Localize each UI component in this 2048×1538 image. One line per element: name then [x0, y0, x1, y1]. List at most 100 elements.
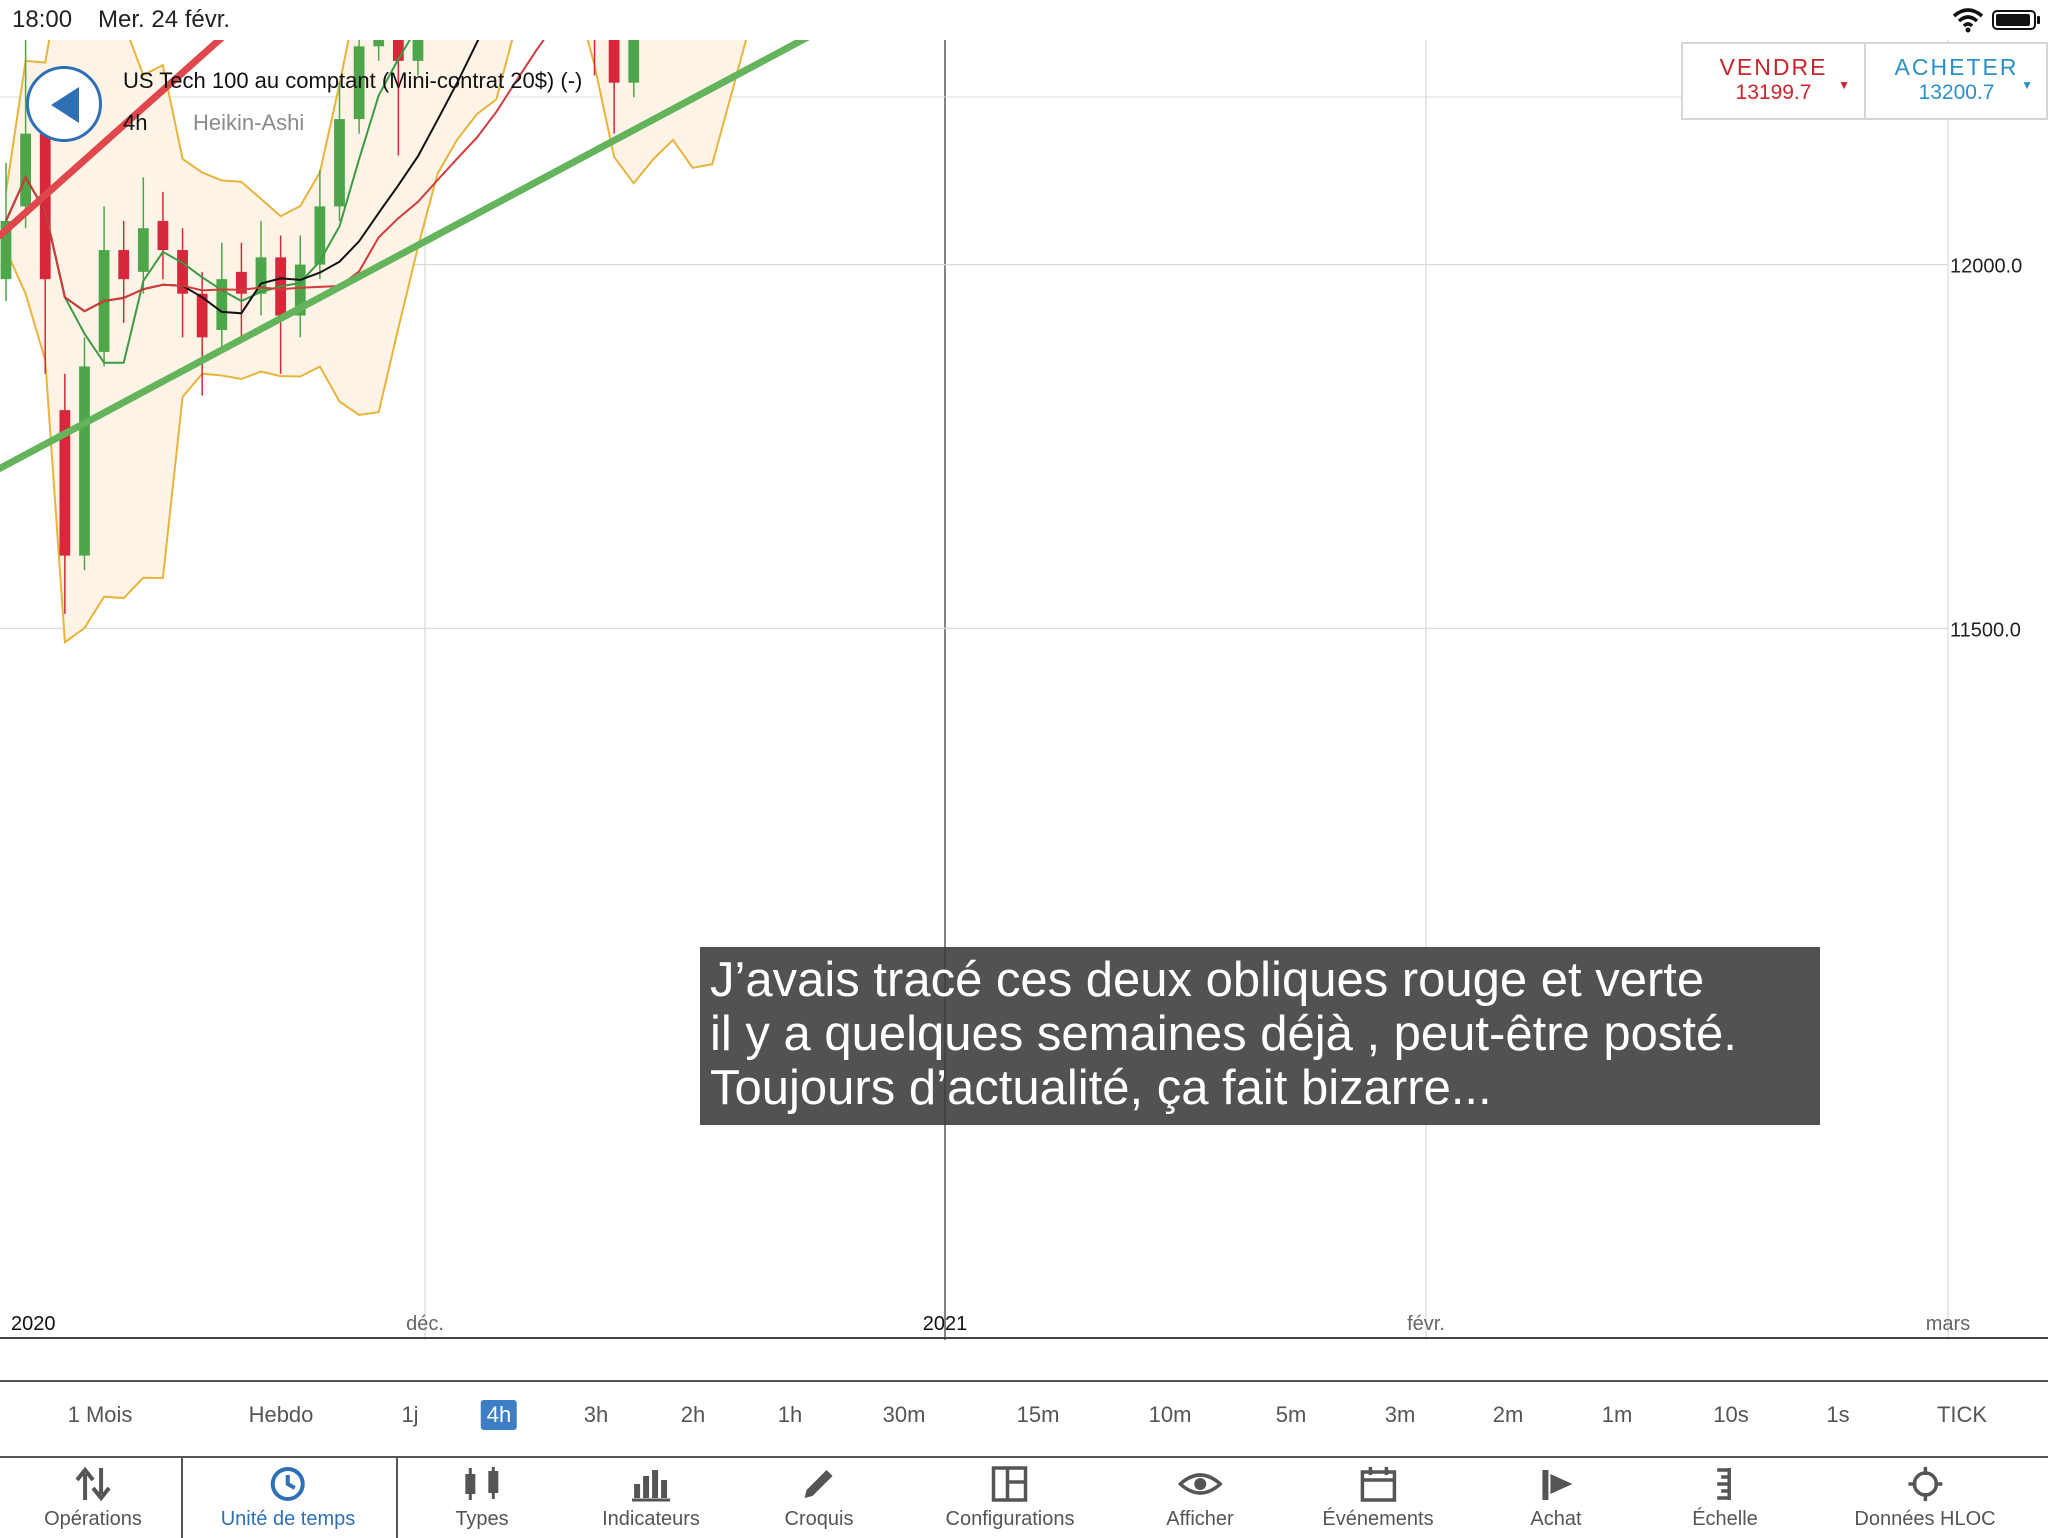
- tf-4h[interactable]: 4h: [480, 1400, 518, 1430]
- candle-body: [216, 279, 228, 331]
- tool-label: Indicateurs: [602, 1508, 700, 1530]
- tool-buy[interactable]: Achat: [1530, 1458, 1582, 1538]
- ruler-icon: [1716, 1468, 1731, 1500]
- tool-timeframe[interactable]: Unité de temps: [220, 1458, 356, 1538]
- candle-body: [353, 46, 365, 120]
- tf-tick[interactable]: TICK: [1936, 1402, 1988, 1427]
- candlestick-icon: [464, 1467, 498, 1500]
- status-time: 18:00: [12, 6, 73, 33]
- tool-label: Achat: [1530, 1508, 1582, 1530]
- tool-sketch[interactable]: Croquis: [784, 1458, 854, 1538]
- sell-price: 13199.7: [1735, 81, 1812, 104]
- y-tick-label: 12000.0: [1950, 256, 2022, 278]
- y-axis: 14000.013500.013000.012500.012000.011500…: [1950, 256, 2022, 642]
- status-bar: 18:00 Mer. 24 févr.: [0, 0, 2048, 40]
- instrument-title: US Tech 100 au comptant (Mini-contrat 20…: [123, 68, 583, 93]
- toolbar-divider: [396, 1458, 398, 1538]
- tool-label: Types: [455, 1508, 509, 1530]
- tf-1j[interactable]: 1j: [401, 1402, 419, 1427]
- tf-2m[interactable]: 2m: [1492, 1402, 1524, 1427]
- buy-label: ACHETER: [1894, 54, 2019, 80]
- candle-body: [314, 206, 326, 265]
- tool-events[interactable]: Événements: [1322, 1458, 1434, 1538]
- tf-1h[interactable]: 1h: [777, 1402, 803, 1427]
- tool-operations[interactable]: Opérations: [44, 1458, 142, 1538]
- tool-display[interactable]: Afficher: [1166, 1458, 1234, 1538]
- battery-icon: [1992, 10, 2040, 30]
- trade-panel: VENDRE 13199.7 ▼ ACHETER 13200.7 ▼: [1681, 42, 2048, 120]
- buy-button[interactable]: ACHETER 13200.7 ▼: [1866, 44, 2047, 118]
- y-tick-label: 11500.0: [1950, 619, 2021, 641]
- buy-flag-icon: [1542, 1470, 1572, 1500]
- candle-body: [255, 257, 267, 294]
- tf-30m[interactable]: 30m: [882, 1402, 926, 1427]
- tf-5m[interactable]: 5m: [1275, 1402, 1307, 1427]
- tf-1-mois[interactable]: 1 Mois: [67, 1402, 133, 1427]
- candle-body: [608, 40, 620, 83]
- ma-medium: [5, 40, 480, 315]
- tf-2h[interactable]: 2h: [680, 1402, 706, 1427]
- tf-3m[interactable]: 3m: [1384, 1402, 1416, 1427]
- candle-body: [334, 119, 345, 207]
- tf-10s[interactable]: 10s: [1713, 1402, 1749, 1427]
- back-arrow-icon: [51, 87, 79, 123]
- tool-types[interactable]: Types: [455, 1458, 509, 1538]
- tool-indicators[interactable]: Indicateurs: [602, 1458, 700, 1538]
- buy-price: 13200.7: [1918, 81, 1995, 104]
- x-tick-label: 2020: [11, 1313, 56, 1335]
- tool-label: Configurations: [945, 1508, 1075, 1530]
- tf-hebdo[interactable]: Hebdo: [248, 1402, 314, 1427]
- candle-body: [137, 228, 149, 272]
- ma-fast: [5, 40, 411, 364]
- up-down-arrows-icon: [75, 1466, 111, 1502]
- comment-line: J’avais tracé ces deux obliques rouge et…: [710, 953, 1705, 1007]
- bollinger-bands: [5, 40, 748, 645]
- trendlines: [0, 40, 810, 472]
- tool-scale[interactable]: Échelle: [1692, 1458, 1758, 1538]
- sell-label: VENDRE: [1719, 54, 1828, 80]
- candle-body: [79, 366, 90, 556]
- x-axis: 2020 déc. 2021 févr. mars: [11, 1313, 1970, 1335]
- tool-label: Croquis: [784, 1508, 854, 1530]
- eye-icon: [1177, 1473, 1222, 1495]
- toolbar-divider: [181, 1458, 183, 1538]
- tool-label: Unité de temps: [220, 1508, 356, 1530]
- sell-button[interactable]: VENDRE 13199.7 ▼: [1683, 44, 1866, 118]
- candle-body: [294, 264, 306, 316]
- tf-10m[interactable]: 10m: [1148, 1402, 1192, 1427]
- candle-body: [20, 133, 32, 207]
- sell-dropdown-icon[interactable]: ▼: [1838, 78, 1850, 92]
- candle-body: [373, 40, 385, 47]
- candle-body: [412, 40, 424, 61]
- tf-1s[interactable]: 1s: [1826, 1402, 1850, 1427]
- candle-body: [628, 40, 640, 83]
- tf-3h[interactable]: 3h: [583, 1402, 609, 1427]
- clock-icon: [270, 1467, 305, 1501]
- tool-configurations[interactable]: Configurations: [945, 1458, 1075, 1538]
- back-button[interactable]: [26, 66, 102, 142]
- tool-hloc[interactable]: Données HLOC: [1854, 1458, 1996, 1538]
- tf-15m[interactable]: 15m: [1016, 1402, 1060, 1427]
- candle-body: [177, 250, 188, 294]
- candle-body: [39, 133, 51, 280]
- bollinger-fill: [6, 40, 747, 643]
- tool-label: Afficher: [1166, 1508, 1234, 1530]
- tf-1m[interactable]: 1m: [1601, 1402, 1633, 1427]
- layout-icon: [992, 1466, 1028, 1502]
- trendline-lower: [0, 40, 810, 472]
- crosshair-icon: [1908, 1467, 1942, 1501]
- candle-body: [392, 40, 404, 61]
- candle-body: [118, 250, 130, 280]
- candle-body: [196, 293, 208, 338]
- tool-label: Opérations: [44, 1508, 142, 1530]
- price-chart[interactable]: 14000.013500.013000.012500.012000.011500…: [0, 40, 2048, 1380]
- candle-body: [0, 220, 12, 280]
- candle-body: [59, 410, 71, 556]
- timeframe-label: 4h: [123, 110, 148, 135]
- bollinger-lower: [5, 40, 748, 645]
- tool-label: Données HLOC: [1854, 1508, 1996, 1530]
- x-tick-label: 2021: [923, 1313, 968, 1335]
- buy-dropdown-icon[interactable]: ▼: [2021, 78, 2033, 92]
- moving-averages: [5, 40, 545, 364]
- comment-overlay: J’avais tracé ces deux obliques rouge et…: [700, 947, 1820, 1125]
